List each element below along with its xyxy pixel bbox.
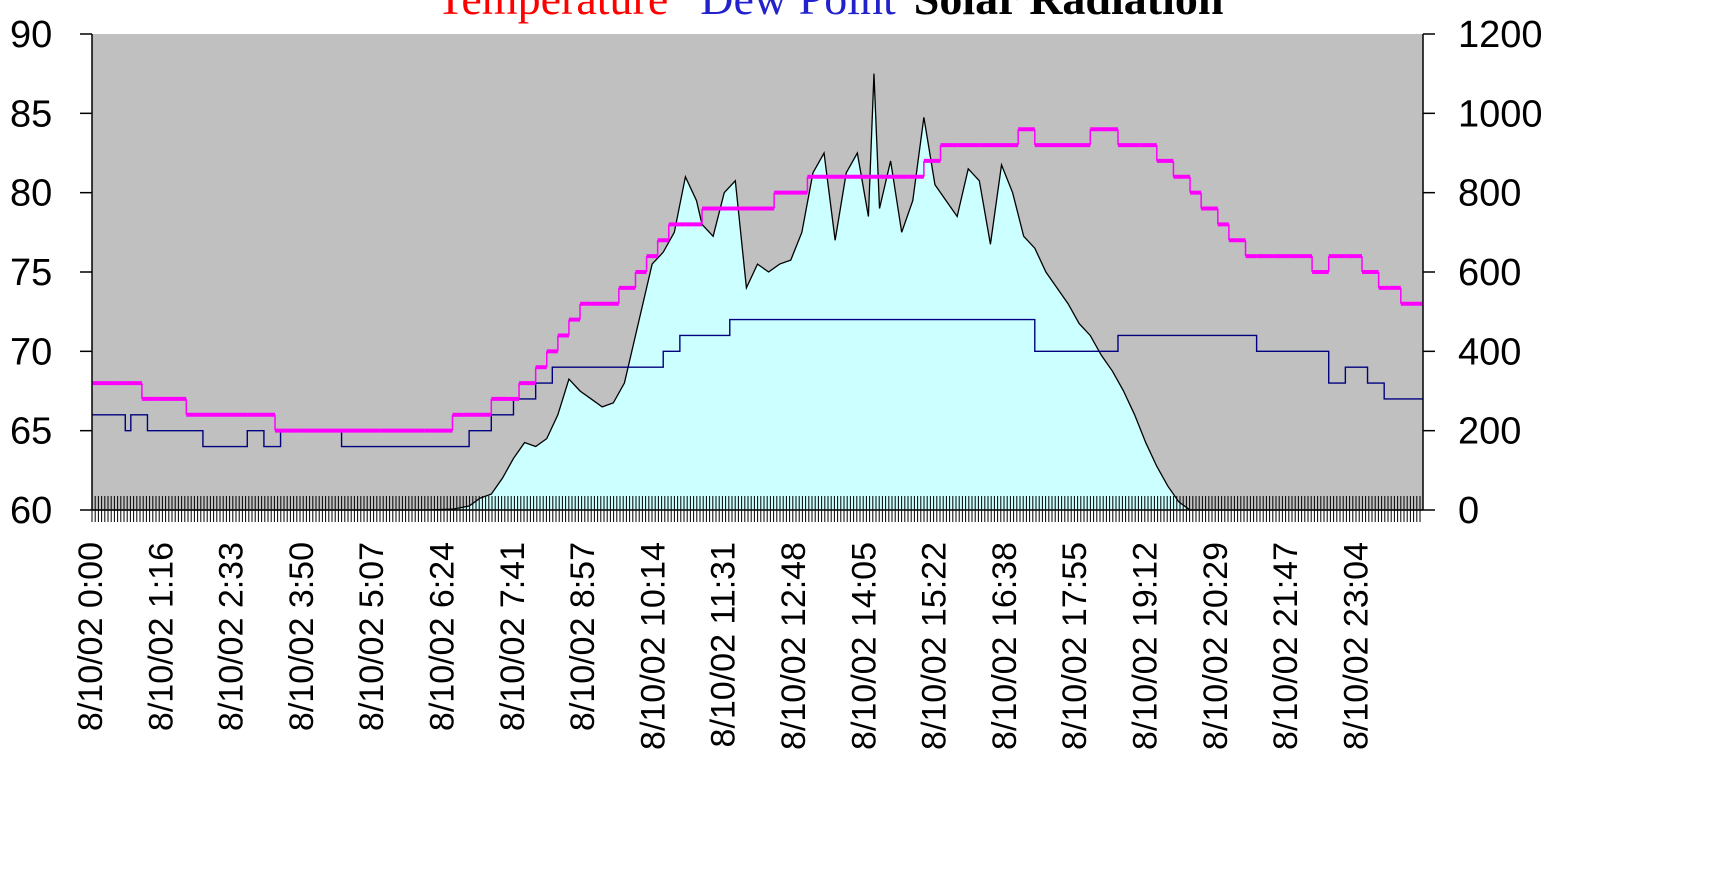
x-tick-label: 8/10/02 5:07 (353, 542, 391, 731)
x-tick-label: 8/10/02 23:04 (1337, 542, 1375, 750)
right-tick-label: 0 (1458, 490, 1479, 532)
title-temperature: Temperature (437, 0, 669, 24)
right-tick-label: 200 (1458, 411, 1521, 453)
chart-title: Temperature Dew Point Solar Radiation (437, 0, 1224, 24)
left-tick-label: 85 (10, 93, 52, 135)
right-tick-label: 400 (1458, 331, 1521, 373)
right-tick-label: 600 (1458, 252, 1521, 294)
x-tick-label: 8/10/02 11:31 (705, 542, 743, 747)
x-tick-label: 8/10/02 12:48 (775, 542, 813, 750)
right-tick-label: 1000 (1458, 93, 1543, 135)
x-tick-label: 8/10/02 7:41 (494, 542, 532, 731)
right-tick-label: 1200 (1458, 14, 1543, 56)
x-tick-label: 8/10/02 14:05 (845, 542, 883, 750)
solar-radiation-line (92, 73, 1423, 511)
x-tick-label: 8/10/02 1:16 (142, 542, 180, 731)
x-tick-label: 8/10/02 21:47 (1267, 542, 1305, 750)
title-solar-radiation: Solar Radiation (914, 0, 1224, 24)
left-tick-label: 60 (10, 490, 52, 532)
left-tick-label: 90 (10, 14, 52, 56)
x-tick-label: 8/10/02 0:00 (72, 542, 110, 731)
left-tick-label: 80 (10, 173, 52, 215)
x-tick-label: 8/10/02 2:33 (213, 542, 251, 731)
x-tick-label: 8/10/02 16:38 (986, 542, 1024, 750)
left-tick-label: 75 (10, 252, 52, 294)
temperature-layer (92, 127, 1423, 433)
x-tick-label: 8/10/02 20:29 (1197, 542, 1235, 750)
left-tick-label: 70 (10, 331, 52, 373)
left-tick-label: 65 (10, 411, 52, 453)
x-axis: 8/10/02 0:00 8/10/02 1:16 8/10/02 2:33 8/10… (72, 542, 1375, 750)
x-tick-label: 8/10/02 17:55 (1056, 542, 1094, 750)
x-tick-label: 8/10/02 10:14 (634, 542, 672, 750)
x-tick-label: 8/10/02 8:57 (564, 542, 602, 731)
solar-radiation-area (92, 73, 1423, 511)
right-y-axis: 0 200 400 600 800 1000 1200 (1423, 14, 1543, 532)
dew-point-line (92, 318, 1423, 448)
left-y-axis: 60 65 70 75 80 85 90 (10, 14, 92, 532)
x-tick-label: 8/10/02 6:24 (424, 542, 462, 731)
x-tick-label: 8/10/02 19:12 (1127, 542, 1165, 750)
title-dew-point: Dew Point (700, 0, 896, 24)
solar-radiation-layer (92, 73, 1423, 511)
x-tick-label: 8/10/02 3:50 (283, 542, 321, 731)
x-tick-label: 8/10/02 15:22 (916, 542, 954, 750)
dew-point-layer (92, 318, 1423, 448)
right-tick-label: 800 (1458, 173, 1521, 215)
